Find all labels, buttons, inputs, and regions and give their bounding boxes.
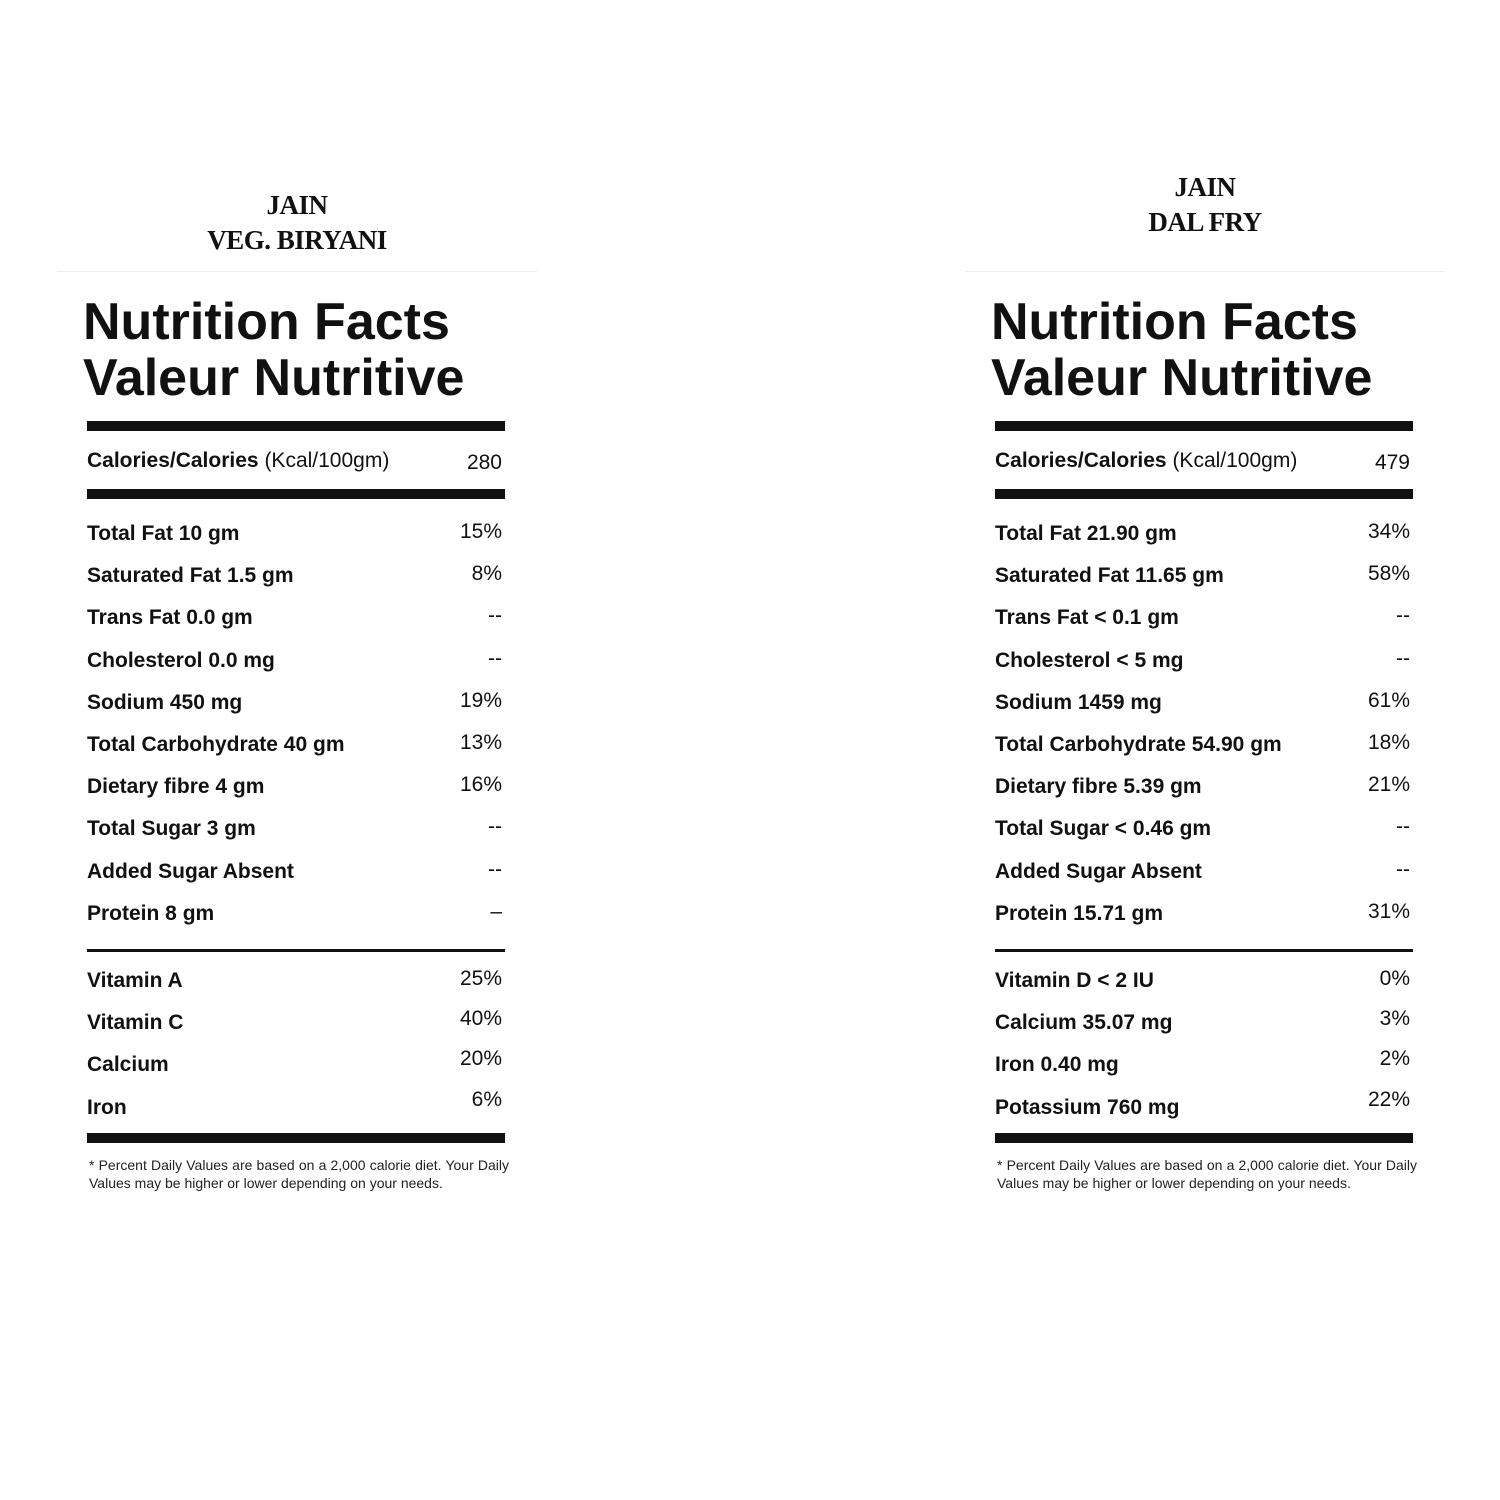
- vitamin-name: Iron 0.40 mg: [995, 1053, 1119, 1077]
- nutrient-value: 58%: [1367, 562, 1410, 586]
- calories-unit: (Kcal/100gm): [1172, 449, 1298, 472]
- nutrient-value: --: [488, 646, 502, 670]
- nutrient-name: Trans Fat < 0.1 gm: [995, 606, 1179, 630]
- thick-rule: [87, 1133, 505, 1143]
- nutrient-value: 16%: [459, 773, 502, 797]
- nutrient-name: Total Carbohydrate 40 gm: [87, 733, 345, 756]
- heading: Valeur Nutritive: [83, 349, 465, 407]
- nutrient-name: Dietary fibre 4 gm: [87, 775, 265, 799]
- nutrient-name: Protein 8 gm: [87, 901, 215, 925]
- nutrient-value: --: [1396, 857, 1410, 881]
- nutrient-name: Cholesterol < 5 mg: [995, 648, 1184, 672]
- vitamin-name: Iron: [87, 1095, 127, 1119]
- nutrient-name: Total Fat 21.90 gm: [995, 522, 1177, 545]
- product-title: JAIN: [266, 190, 328, 220]
- heading: Valeur Nutritive: [991, 349, 1373, 407]
- calories-unit: (Kcal/100gm): [264, 449, 390, 472]
- footnote: * Percent Daily Values are based on a 2,…: [997, 1157, 1417, 1191]
- thick-rule: [995, 489, 1413, 499]
- vitamin-value: 40%: [459, 1007, 502, 1031]
- nutrient-name: Protein 15.71 gm: [995, 901, 1164, 925]
- nutrient-value: 19%: [459, 688, 502, 712]
- footnote: * Percent Daily Values are based on a 2,…: [89, 1157, 509, 1191]
- nutrient-value: --: [488, 815, 502, 839]
- calories-value: 479: [1374, 451, 1410, 474]
- vitamin-name: Calcium: [87, 1053, 169, 1077]
- nutrient-name: Added Sugar Absent: [995, 859, 1202, 883]
- vitamin-value: 2%: [1379, 1047, 1410, 1071]
- product-title: JAIN: [1174, 172, 1236, 202]
- vitamin-value: 20%: [459, 1047, 502, 1071]
- thick-rule: [87, 489, 505, 499]
- nutrient-value: --: [1396, 646, 1410, 670]
- nutrient-name: Sodium 450 mg: [87, 690, 243, 714]
- vitamin-name: Vitamin A: [87, 969, 183, 992]
- nutrient-name: Total Sugar 3 gm: [87, 817, 256, 841]
- nutrient-value: 31%: [1367, 899, 1410, 923]
- nutrient-value: --: [488, 857, 502, 881]
- nutrient-name: Sodium 1459 mg: [995, 690, 1162, 714]
- nutrient-name: Saturated Fat 1.5 gm: [87, 564, 294, 588]
- thin-rule: [87, 949, 505, 952]
- vitamin-name: Vitamin D < 2 IU: [995, 969, 1154, 992]
- nutrient-value: –: [490, 899, 502, 923]
- heading: Nutrition Facts: [991, 293, 1358, 351]
- nutrient-value: --: [1396, 815, 1410, 839]
- calories-label: Calories/Calories: [995, 449, 1167, 472]
- vitamin-value: 6%: [471, 1087, 502, 1111]
- nutrient-value: 15%: [459, 520, 502, 543]
- nutrient-name: Total Fat 10 gm: [87, 522, 240, 545]
- separator: [965, 271, 1445, 272]
- heading: Nutrition Facts: [83, 293, 450, 351]
- vitamin-value: 3%: [1379, 1007, 1410, 1031]
- nutrient-value: 13%: [459, 731, 502, 754]
- thick-rule: [995, 421, 1413, 431]
- vitamin-name: Potassium 760 mg: [995, 1095, 1180, 1119]
- vitamin-value: 0%: [1379, 967, 1410, 990]
- nutrient-name: Cholesterol 0.0 mg: [87, 648, 275, 672]
- separator: [57, 271, 537, 272]
- nutrient-name: Total Sugar < 0.46 gm: [995, 817, 1212, 841]
- thick-rule: [87, 421, 505, 431]
- nutrient-value: 21%: [1367, 773, 1410, 797]
- thick-rule: [995, 1133, 1413, 1143]
- vitamin-value: 22%: [1367, 1087, 1410, 1111]
- vitamin-name: Calcium 35.07 mg: [995, 1011, 1173, 1035]
- calories-row: Calories/Calories (Kcal/100gm): [87, 449, 389, 473]
- nutrient-value: --: [488, 604, 502, 628]
- product-title: VEG. BIRYANI: [207, 225, 387, 255]
- nutrient-value: 61%: [1367, 688, 1410, 712]
- nutrient-value: 18%: [1367, 731, 1410, 754]
- nutrient-name: Total Carbohydrate 54.90 gm: [995, 733, 1282, 756]
- nutrient-name: Added Sugar Absent: [87, 859, 294, 883]
- nutrient-value: 8%: [471, 562, 502, 586]
- calories-value: 280: [466, 451, 502, 474]
- nutrient-value: --: [1396, 604, 1410, 628]
- thin-rule: [995, 949, 1413, 952]
- calories-row: Calories/Calories (Kcal/100gm): [995, 449, 1297, 473]
- nutrient-name: Saturated Fat 11.65 gm: [995, 564, 1224, 588]
- product-title: DAL FRY: [1148, 207, 1262, 237]
- nutrient-name: Trans Fat 0.0 gm: [87, 606, 253, 630]
- calories-label: Calories/Calories: [87, 449, 259, 472]
- nutrient-name: Dietary fibre 5.39 gm: [995, 775, 1202, 799]
- vitamin-name: Vitamin C: [87, 1011, 184, 1035]
- nutrient-value: 34%: [1367, 520, 1410, 543]
- vitamin-value: 25%: [459, 967, 502, 990]
